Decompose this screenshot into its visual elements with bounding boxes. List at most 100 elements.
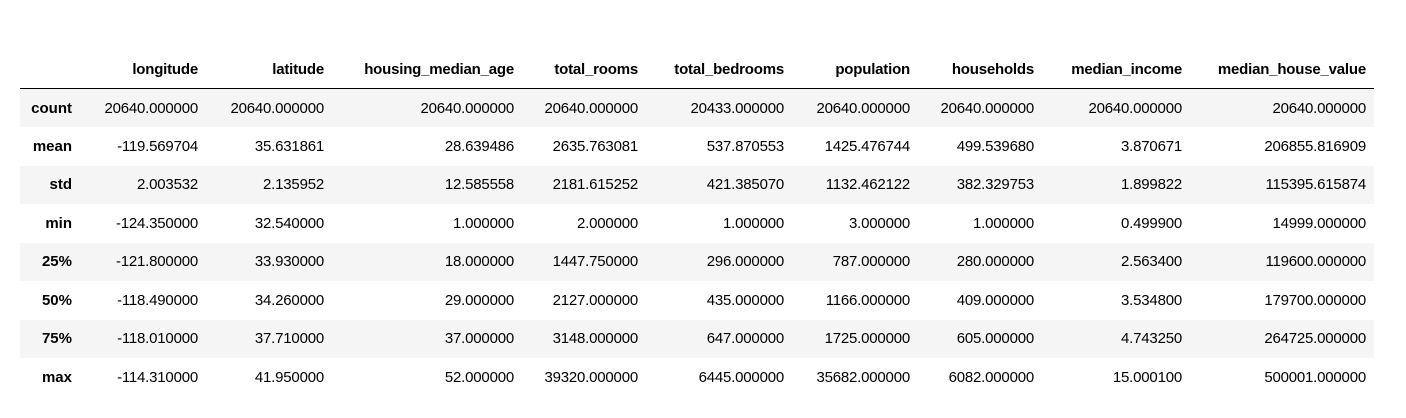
table-cell: 37.000000 — [444, 330, 514, 348]
table-cell: 37.710000 — [254, 330, 324, 348]
table-cell: 2635.763081 — [552, 137, 639, 155]
column-header: longitude — [80, 50, 206, 89]
table-cell: -124.350000 — [115, 214, 198, 232]
table-cell: 3.000000 — [849, 214, 910, 232]
table-cell: 409.000000 — [956, 291, 1034, 309]
table-body: count 20640.000000 20640.000000 20640.00000… — [20, 88, 1374, 397]
table-row: 25% -121.800000 33.930000 18.000000 1447.750… — [20, 242, 1374, 281]
table-row: count 20640.000000 20640.000000 20640.00000… — [20, 88, 1374, 127]
table-cell: 119600.000000 — [1265, 253, 1366, 271]
table-cell: 2.003532 — [137, 176, 198, 194]
header-row: longitude latitude housing_median_age total… — [20, 50, 1374, 89]
column-header: total_bedrooms — [646, 50, 792, 89]
describe-table: longitude latitude housing_median_age total… — [20, 50, 1374, 397]
table-cell: -121.800000 — [115, 253, 198, 271]
table-cell: 2.000000 — [577, 214, 638, 232]
table-cell: 20640.000000 — [420, 99, 514, 117]
table-cell: 435.000000 — [706, 291, 784, 309]
row-label: mean — [32, 137, 72, 155]
table-cell: 206855.816909 — [1264, 137, 1366, 155]
table-row: 50% -118.490000 34.260000 29.000000 2127.000… — [20, 281, 1374, 320]
index-header — [20, 50, 80, 89]
table-cell: 1.000000 — [723, 214, 784, 232]
table-cell: 14999.000000 — [1272, 214, 1366, 232]
row-label: min — [45, 214, 72, 232]
table-cell: 1447.750000 — [552, 253, 639, 271]
table-cell: 20433.000000 — [690, 99, 784, 117]
column-header: total_rooms — [522, 50, 646, 89]
table-cell: 20640.000000 — [230, 99, 324, 117]
table-cell: 1.899822 — [1121, 176, 1182, 194]
table-cell: -119.569704 — [117, 137, 198, 155]
dataframe-output: longitude latitude housing_median_age total… — [20, 50, 1374, 397]
table-row: 75% -118.010000 37.710000 37.000000 3148.000… — [20, 319, 1374, 358]
table-cell: 280.000000 — [956, 253, 1034, 271]
row-label: max — [41, 368, 72, 386]
table-cell: 115395.615874 — [1265, 176, 1366, 194]
table-cell: 1166.000000 — [825, 291, 910, 309]
table-cell: 264725.000000 — [1264, 330, 1366, 348]
table-cell: -114.310000 — [117, 368, 198, 386]
table-cell: 20640.000000 — [1272, 99, 1366, 117]
table-cell: 1725.000000 — [824, 330, 911, 348]
table-cell: 647.000000 — [706, 330, 784, 348]
table-cell: 500001.000000 — [1264, 368, 1366, 386]
column-header: population — [792, 50, 918, 89]
row-label: 50% — [41, 291, 72, 309]
table-cell: 1.000000 — [453, 214, 514, 232]
column-header: latitude — [206, 50, 332, 89]
table-cell: 2.563400 — [1121, 253, 1182, 271]
table-row: std 2.003532 2.135952 12.585558 2181.615252 4… — [20, 165, 1374, 204]
table-cell: -118.490000 — [117, 291, 198, 309]
table-cell: 605.000000 — [956, 330, 1034, 348]
row-label: 75% — [41, 330, 72, 348]
table-row: mean -119.569704 35.631861 28.639486 2635.76… — [20, 127, 1374, 166]
table-cell: 33.930000 — [254, 253, 324, 271]
table-cell: 28.639486 — [444, 137, 514, 155]
table-cell: -118.010000 — [117, 330, 198, 348]
table-cell: 382.329753 — [956, 176, 1034, 194]
table-cell: 1132.462122 — [825, 176, 910, 194]
table-cell: 12.585558 — [444, 176, 514, 194]
column-header: median_house_value — [1190, 50, 1374, 89]
table-cell: 1425.476744 — [824, 137, 911, 155]
table-cell: 20640.000000 — [104, 99, 198, 117]
table-cell: 421.385070 — [706, 176, 784, 194]
table-cell: 1.000000 — [973, 214, 1034, 232]
table-cell: 18.000000 — [444, 253, 514, 271]
table-cell: 20640.000000 — [544, 99, 638, 117]
table-cell: 20640.000000 — [1088, 99, 1182, 117]
row-label: 25% — [41, 253, 72, 271]
table-cell: 39320.000000 — [544, 368, 638, 386]
table-cell: 2181.615252 — [552, 176, 639, 194]
table-cell: 29.000000 — [444, 291, 514, 309]
table-cell: 6082.000000 — [948, 368, 1035, 386]
table-header: longitude latitude housing_median_age total… — [20, 50, 1374, 89]
table-cell: 34.260000 — [254, 291, 324, 309]
row-label: count — [31, 99, 72, 117]
column-header: housing_median_age — [332, 50, 522, 89]
table-cell: 35.631861 — [254, 137, 324, 155]
table-cell: 20640.000000 — [940, 99, 1034, 117]
table-cell: 52.000000 — [444, 368, 514, 386]
table-cell: 4.743250 — [1121, 330, 1182, 348]
table-cell: 2.135952 — [263, 176, 324, 194]
table-row: max -114.310000 41.950000 52.000000 39320.00… — [20, 358, 1374, 397]
table-cell: 6445.000000 — [698, 368, 785, 386]
table-row: min -124.350000 32.540000 1.000000 2.000000 1… — [20, 204, 1374, 243]
table-cell: 2127.000000 — [552, 291, 639, 309]
table-cell: 3.870671 — [1121, 137, 1182, 155]
table-cell: 296.000000 — [706, 253, 784, 271]
table-cell: 3.534800 — [1121, 291, 1182, 309]
table-cell: 20640.000000 — [816, 99, 910, 117]
table-cell: 32.540000 — [254, 214, 324, 232]
table-cell: 0.499900 — [1121, 214, 1182, 232]
table-cell: 499.539680 — [956, 137, 1034, 155]
table-cell: 41.950000 — [254, 368, 324, 386]
column-header: median_income — [1042, 50, 1190, 89]
table-cell: 179700.000000 — [1264, 291, 1366, 309]
table-cell: 537.870553 — [706, 137, 784, 155]
column-header: households — [918, 50, 1042, 89]
row-label: std — [49, 176, 73, 194]
table-cell: 3148.000000 — [552, 330, 639, 348]
